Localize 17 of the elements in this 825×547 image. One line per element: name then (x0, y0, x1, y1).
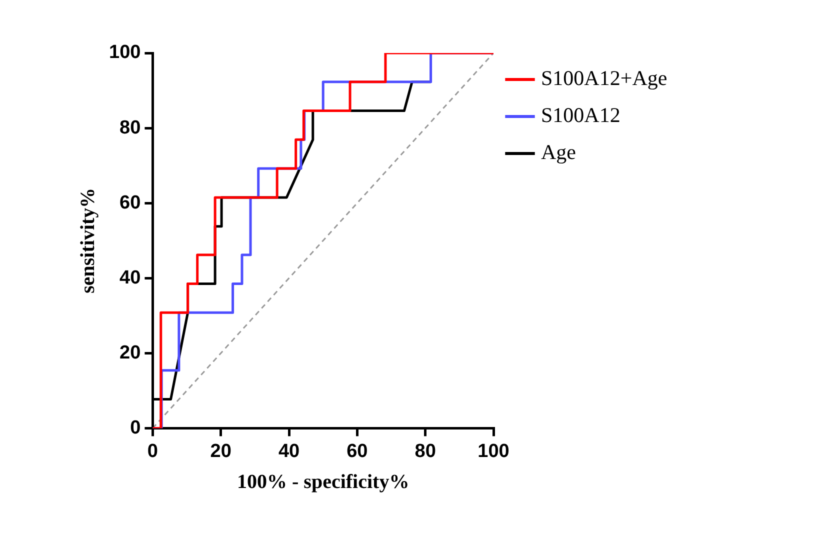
y-tick-label: 0 (130, 417, 141, 438)
legend-label: Age (541, 140, 576, 164)
x-tick-label: 0 (147, 440, 158, 462)
y-tick-label: 20 (120, 342, 141, 364)
x-tick-label: 40 (278, 440, 300, 462)
x-tick-label: 20 (210, 440, 232, 462)
y-tick-label: 100 (109, 42, 141, 64)
y-axis-title: sensitivity% (77, 188, 100, 294)
y-tick-label: 80 (120, 117, 141, 138)
y-tick-label: 60 (120, 192, 141, 214)
x-tick-label: 100 (478, 440, 510, 462)
legend-label: S100A12+Age (541, 66, 668, 90)
legend-label: S100A12 (541, 103, 620, 128)
x-tick-label: 60 (346, 440, 368, 462)
x-tick-label: 80 (414, 440, 436, 462)
x-axis-title: 100% - specificity% (237, 471, 410, 494)
y-tick-label: 40 (120, 267, 141, 288)
